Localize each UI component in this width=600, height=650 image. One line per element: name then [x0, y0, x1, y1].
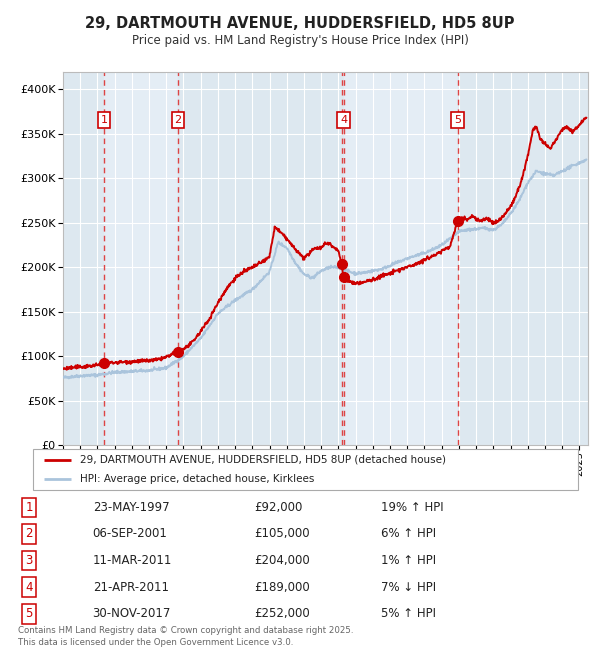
Text: 11-MAR-2011: 11-MAR-2011: [92, 554, 172, 567]
Bar: [458, 72, 588, 445]
Bar: [104, 72, 178, 445]
Text: 7% ↓ HPI: 7% ↓ HPI: [380, 581, 436, 594]
Text: HPI: Average price, detached house, Kirklees: HPI: Average price, detached house, Kirk…: [80, 474, 314, 484]
Text: £252,000: £252,000: [254, 607, 310, 620]
Text: 29, DARTMOUTH AVENUE, HUDDERSFIELD, HD5 8UP (detached house): 29, DARTMOUTH AVENUE, HUDDERSFIELD, HD5 …: [80, 455, 446, 465]
Text: 06-SEP-2001: 06-SEP-2001: [92, 528, 167, 541]
Text: 4: 4: [26, 581, 33, 594]
Text: 21-APR-2011: 21-APR-2011: [92, 581, 169, 594]
Text: 6% ↑ HPI: 6% ↑ HPI: [380, 528, 436, 541]
Text: 1: 1: [26, 500, 33, 514]
Bar: [63, 72, 104, 445]
Text: 5% ↑ HPI: 5% ↑ HPI: [380, 607, 436, 620]
Text: 29, DARTMOUTH AVENUE, HUDDERSFIELD, HD5 8UP: 29, DARTMOUTH AVENUE, HUDDERSFIELD, HD5 …: [85, 16, 515, 31]
Text: £92,000: £92,000: [254, 500, 302, 514]
Bar: [178, 72, 341, 445]
Text: £105,000: £105,000: [254, 528, 310, 541]
Text: 1% ↑ HPI: 1% ↑ HPI: [380, 554, 436, 567]
Text: 23-MAY-1997: 23-MAY-1997: [92, 500, 169, 514]
Text: 2: 2: [26, 528, 33, 541]
Text: 1: 1: [101, 115, 107, 125]
FancyBboxPatch shape: [33, 449, 578, 490]
Text: Contains HM Land Registry data © Crown copyright and database right 2025.
This d: Contains HM Land Registry data © Crown c…: [18, 626, 353, 647]
Text: 30-NOV-2017: 30-NOV-2017: [92, 607, 171, 620]
Text: 4: 4: [340, 115, 347, 125]
Text: Price paid vs. HM Land Registry's House Price Index (HPI): Price paid vs. HM Land Registry's House …: [131, 34, 469, 47]
Text: 2: 2: [175, 115, 182, 125]
Text: 19% ↑ HPI: 19% ↑ HPI: [380, 500, 443, 514]
Text: 3: 3: [26, 554, 33, 567]
Text: 5: 5: [26, 607, 33, 620]
Text: £204,000: £204,000: [254, 554, 310, 567]
Text: £189,000: £189,000: [254, 581, 310, 594]
Text: 5: 5: [454, 115, 461, 125]
Bar: [344, 72, 458, 445]
